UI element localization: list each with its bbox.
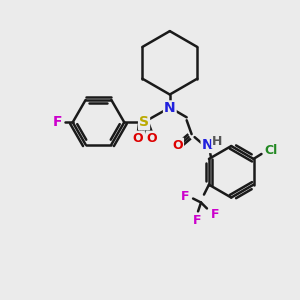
Text: F: F	[181, 190, 189, 203]
Text: S: S	[139, 115, 149, 129]
Text: O: O	[172, 139, 183, 152]
Text: F: F	[193, 214, 201, 227]
Text: N: N	[164, 101, 176, 116]
Text: F: F	[53, 115, 63, 129]
Text: Cl: Cl	[265, 145, 278, 158]
Text: O: O	[147, 132, 157, 145]
Text: O: O	[133, 132, 143, 145]
Text: N: N	[202, 138, 213, 152]
Text: F: F	[211, 208, 219, 221]
Text: H: H	[212, 135, 223, 148]
